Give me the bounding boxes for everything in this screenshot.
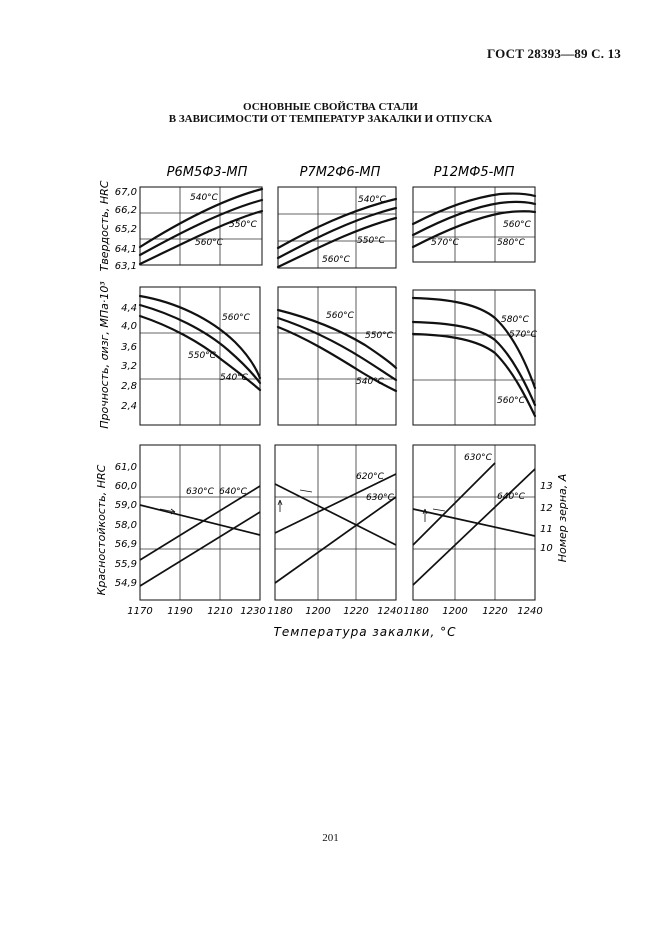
curve-label: 630°С: [464, 453, 493, 463]
page-number: 201: [322, 832, 339, 844]
curve-label: 550°С: [188, 351, 217, 361]
tick-label: 59,0: [115, 500, 137, 511]
panel-red-hardness-1: 630°С 640°С 61,0 60,0 59,0 58,0 56,9 55,…: [115, 444, 261, 601]
row-label-hardness: Твердость, HRC: [98, 180, 111, 271]
page-header: ГОСТ 28393—89 С. 13: [487, 46, 621, 61]
tick-label: 2,4: [121, 401, 137, 412]
curve-label: 580°С: [501, 315, 530, 325]
tick-label: 66,2: [115, 205, 137, 216]
curve-label: 540°С: [190, 193, 219, 203]
row-label-strength: Прочность, σизг, МПа·10³: [98, 281, 111, 429]
curve-label: 550°С: [365, 331, 394, 341]
x-axis-label: Температура закалки, °С: [274, 625, 457, 639]
panel-strength-1: 560°С 550°С 540°С 4,4 4,0 3,6 3,2 2,8 2,…: [121, 286, 262, 426]
tick-label: 67,0: [115, 187, 137, 198]
tick-label: 58,0: [115, 520, 137, 531]
curve-label: 540°С: [220, 373, 249, 383]
tick-label: 3,2: [121, 361, 137, 372]
panel-strength-2: 560°С 550°С 540°С: [276, 286, 398, 426]
tick-label: 60,0: [115, 481, 137, 492]
panel-red-hardness-3: 630°С 640°С 13 12 11 10: [412, 444, 553, 601]
tick-label: 3,6: [121, 342, 137, 353]
tick-label: 1210: [207, 606, 232, 617]
tick-label: 64,1: [115, 244, 137, 255]
panel-hardness-1: 540°С 550°С 560°С 67,0 66,2 65,2 64,1 63…: [115, 186, 264, 272]
tick-label: 13: [540, 481, 553, 492]
tick-label: 1190: [167, 606, 192, 617]
column-title-2: Р7М2Ф6-МП: [300, 165, 381, 180]
curve-label: 550°С: [229, 220, 258, 230]
tick-label: 4,0: [121, 321, 137, 332]
curve-label: 560°С: [195, 238, 224, 248]
tick-label: 1240: [377, 606, 402, 617]
curve-label: 540°С: [358, 195, 387, 205]
curve-label: 580°С: [497, 238, 526, 248]
curve-label: 560°С: [222, 313, 251, 323]
column-title-1: Р6М5Ф3-МП: [167, 165, 248, 180]
curve-label: 640°С: [219, 487, 248, 497]
column-title-3: Р12МФ5-МП: [434, 165, 515, 180]
tick-label: 54,9: [115, 578, 137, 589]
figure-title-line-2: В ЗАВИСИМОСТИ ОТ ТЕМПЕРАТУР ЗАКАЛКИ И ОТ…: [168, 113, 493, 125]
panel-hardness-3: 560°С 570°С 580°С: [411, 186, 537, 263]
curve-label: 560°С: [503, 220, 532, 230]
tick-label: 1230: [240, 606, 265, 617]
figure-title-line-1: ОСНОВНЫЕ СВОЙСТВА СТАЛИ: [243, 101, 418, 113]
tick-label: 1200: [442, 606, 467, 617]
tick-label: 12: [540, 503, 553, 514]
curve-label: 540°С: [356, 377, 385, 387]
tick-label: 1220: [343, 606, 368, 617]
panel-hardness-2: 540°С 550°С 560°С: [276, 186, 398, 269]
curve-label: 630°С: [186, 487, 215, 497]
tick-label: 65,2: [115, 224, 137, 235]
tick-label: 56,9: [115, 539, 137, 550]
curve-label: 560°С: [497, 396, 526, 406]
panel-red-hardness-2: 620°С 630°С: [274, 444, 397, 601]
panel-strength-3: 580°С 570°С 560°С: [411, 289, 538, 426]
tick-label: 11: [540, 524, 553, 535]
row-label-red-hardness: Красностойкость, HRC: [95, 464, 108, 595]
tick-label: 1200: [305, 606, 330, 617]
tick-label: 61,0: [115, 462, 137, 473]
curve-label: 640°С: [497, 492, 526, 502]
curve-label: 550°С: [357, 236, 386, 246]
x-ticks: 1170 1190 1210 1230 1180 1200 1220 1240 …: [127, 606, 542, 617]
tick-label: 1180: [403, 606, 428, 617]
curve-label: 570°С: [509, 330, 538, 340]
curve-label: 630°С: [366, 493, 395, 503]
tick-label: 1180: [267, 606, 292, 617]
tick-label: 1220: [482, 606, 507, 617]
tick-label: 10: [540, 543, 553, 554]
curve-label: 560°С: [322, 255, 351, 265]
tick-label: 2,8: [121, 381, 137, 392]
curve-label: 620°С: [356, 472, 385, 482]
tick-label: 1240: [517, 606, 542, 617]
right-label-grain: Номер зерна, А: [556, 474, 569, 563]
tick-label: 55,9: [115, 559, 137, 570]
tick-label: 63,1: [115, 261, 137, 272]
tick-label: 1170: [127, 606, 152, 617]
curve-label: 560°С: [326, 311, 355, 321]
tick-label: 4,4: [121, 303, 137, 314]
curve-label: 570°С: [431, 238, 460, 248]
